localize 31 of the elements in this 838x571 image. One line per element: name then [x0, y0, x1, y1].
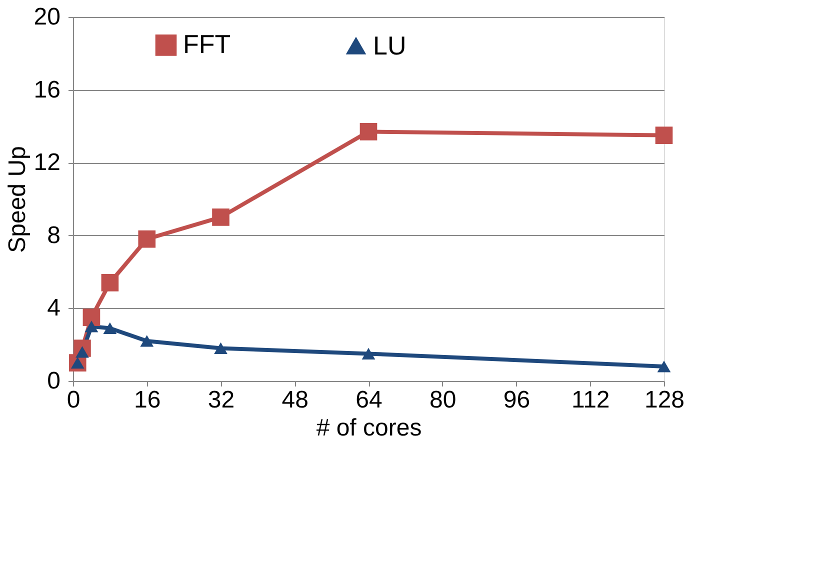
x-tick-label: 0: [66, 386, 80, 414]
point: [84, 320, 98, 332]
y-tick-label: 16: [34, 76, 60, 104]
legend-label: FFT: [183, 29, 231, 60]
y-tick-label: 0: [47, 368, 60, 394]
y-tick-label: 4: [47, 294, 60, 322]
point: [657, 360, 671, 372]
point: [140, 335, 154, 347]
x-tick-label: 112: [571, 386, 610, 414]
x-tick-label: 128: [644, 386, 685, 414]
point: [212, 208, 230, 226]
x-tick-label: 96: [503, 386, 530, 414]
point: [655, 126, 673, 144]
y-tick-label: 12: [34, 149, 60, 176]
x-tick-label: 32: [208, 386, 235, 414]
point: [101, 274, 119, 292]
x-tick-label: 16: [134, 386, 161, 414]
x-tick-label: 80: [430, 386, 456, 414]
point: [362, 348, 376, 360]
y-tick-label: 20: [34, 4, 60, 30]
y-tick-label: 8: [47, 222, 60, 249]
x-axis-title: # of cores: [316, 414, 422, 442]
legend-label: LU: [373, 30, 406, 61]
point: [103, 322, 117, 334]
point: [82, 308, 100, 326]
y-axis-title: Speed Up: [4, 146, 31, 253]
point: [138, 230, 156, 248]
point: [214, 342, 228, 354]
x-tick-label: 48: [282, 386, 308, 414]
x-tick-label: 64: [356, 386, 382, 414]
point: [360, 123, 378, 140]
